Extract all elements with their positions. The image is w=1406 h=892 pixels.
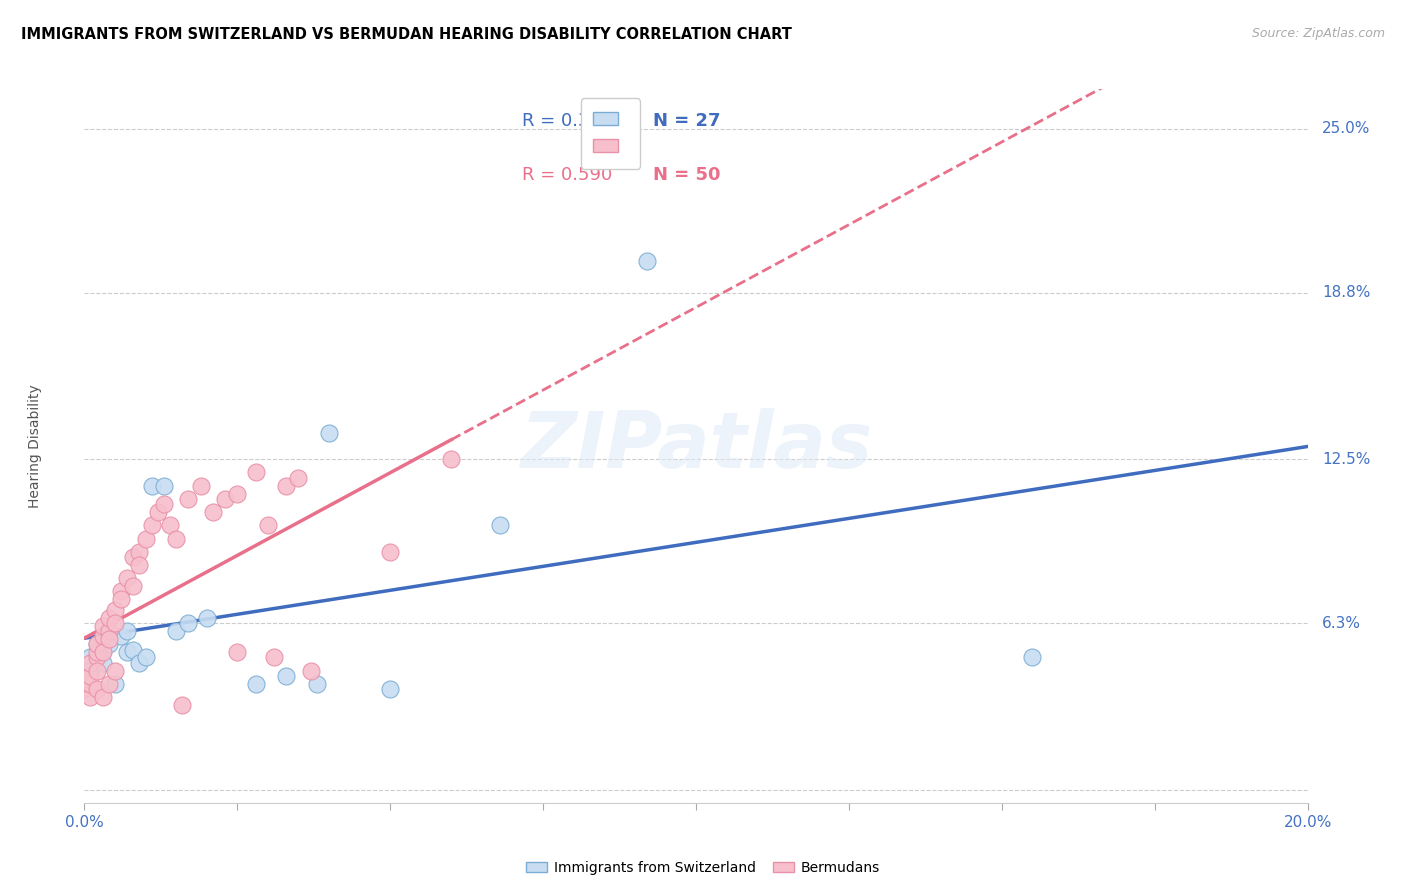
Point [73,672,96,686]
Point [122,642,145,657]
Point [636,254,658,268]
Legend: Immigrants from Switzerland, Bermudans: Immigrants from Switzerland, Bermudans [520,855,886,880]
Point [195,611,218,625]
Point [165,624,187,638]
Point [97,632,120,646]
Point [245,466,267,480]
Point [226,486,249,500]
Legend: , : , [581,98,640,169]
Point [135,532,157,546]
Point [153,478,176,492]
Point [110,592,132,607]
Text: 18.8%: 18.8% [1322,285,1371,301]
Point [1021,650,1043,665]
Point [153,497,176,511]
Point [299,664,322,678]
Point [86,637,108,651]
Point [97,611,120,625]
Point [380,545,402,559]
Text: 25.0%: 25.0% [1322,121,1371,136]
Point [104,677,127,691]
Point [177,491,200,506]
Point [165,532,187,546]
Point [110,584,132,599]
Point [122,549,145,564]
Point [135,650,157,665]
Point [226,645,249,659]
Text: R = 0.590: R = 0.590 [522,166,613,184]
Point [146,505,169,519]
Point [287,471,309,485]
Point [79,690,101,704]
Point [97,677,120,691]
Point [91,629,114,643]
Point [276,478,298,492]
Point [86,650,108,665]
Point [79,656,101,670]
Point [128,558,150,572]
Text: N = 27: N = 27 [654,112,721,130]
Point [97,624,120,638]
Point [141,518,163,533]
Text: Source: ZipAtlas.com: Source: ZipAtlas.com [1251,27,1385,40]
Point [86,682,108,697]
Point [86,645,108,659]
Text: Hearing Disability: Hearing Disability [28,384,42,508]
Point [440,452,463,467]
Text: ZIPatlas: ZIPatlas [520,408,872,484]
Point [128,656,150,670]
Point [318,425,340,440]
Point [91,690,114,704]
Point [79,650,101,665]
Point [79,664,101,678]
Text: IMMIGRANTS FROM SWITZERLAND VS BERMUDAN HEARING DISABILITY CORRELATION CHART: IMMIGRANTS FROM SWITZERLAND VS BERMUDAN … [21,27,792,42]
Text: R = 0.351: R = 0.351 [522,112,613,130]
Point [91,645,114,659]
Point [201,505,224,519]
Point [86,650,108,665]
Point [86,637,108,651]
Point [115,624,138,638]
Point [79,677,101,691]
Point [263,650,285,665]
Point [110,629,132,643]
Point [172,698,194,712]
Point [159,518,181,533]
Point [73,682,96,697]
Point [104,664,127,678]
Point [115,645,138,659]
Point [115,571,138,585]
Point [86,664,108,678]
Point [177,616,200,631]
Point [190,478,212,492]
Point [141,478,163,492]
Point [128,545,150,559]
Point [91,656,114,670]
Text: N = 50: N = 50 [654,166,721,184]
Point [214,491,236,506]
Point [104,603,127,617]
Point [97,637,120,651]
Point [104,616,127,631]
Point [305,677,328,691]
Point [91,618,114,632]
Text: 12.5%: 12.5% [1322,451,1371,467]
Point [122,579,145,593]
Text: 6.3%: 6.3% [1322,615,1361,631]
Point [245,677,267,691]
Point [489,518,512,533]
Point [380,682,402,697]
Point [79,669,101,683]
Point [91,642,114,657]
Point [257,518,280,533]
Point [276,669,298,683]
